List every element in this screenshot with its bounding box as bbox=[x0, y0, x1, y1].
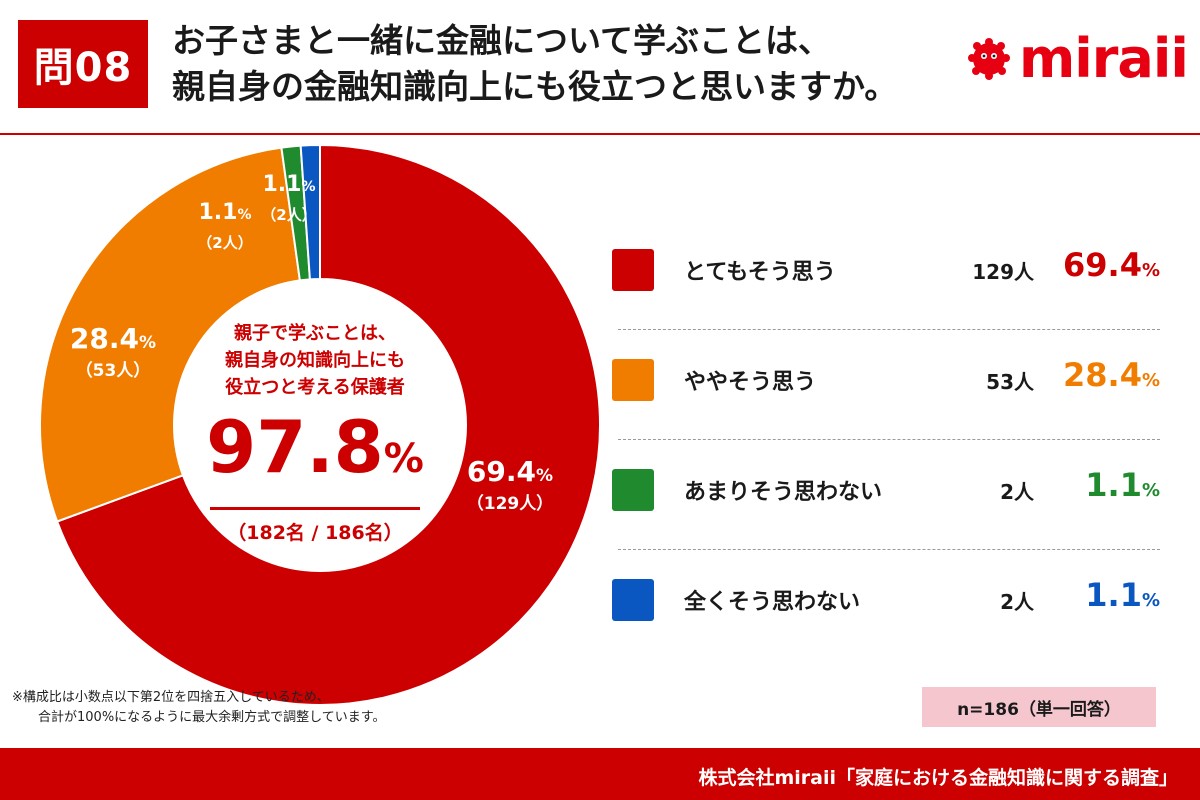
slice-label-3-unit: % bbox=[301, 179, 316, 195]
slice-label-0-count: （129人） bbox=[466, 494, 554, 514]
legend-label-3: 全くそう思わない bbox=[684, 590, 861, 615]
center-count: （182名 / 186名） bbox=[227, 522, 403, 544]
slice-label-3: 1.1% （2人） bbox=[250, 168, 328, 226]
slice-label-3-pct: 1.1 bbox=[262, 172, 302, 197]
slice-label-1-count: （53人） bbox=[75, 361, 151, 381]
footnote: ※構成比は小数点以下第2位を四捨五入しているため、 合計が100%になるように最… bbox=[12, 688, 385, 728]
legend-pct-0: 69.4% bbox=[1063, 246, 1160, 284]
legend-count-0: 129人 bbox=[972, 260, 1034, 284]
legend-item-1: ややそう思う 53人 28.4% bbox=[612, 330, 1160, 440]
legend-swatch-3 bbox=[612, 579, 654, 621]
center-line-2: 親自身の知識向上にも bbox=[225, 350, 405, 371]
legend-swatch-2 bbox=[612, 469, 654, 511]
donut-slice-0 bbox=[55, 143, 600, 706]
donut-slice-1 bbox=[39, 146, 302, 523]
slice-label-0-pct: 69.4 bbox=[466, 455, 537, 488]
legend-pct-0-num: 69.4 bbox=[1063, 246, 1142, 284]
header: 問08 お子さまと一緒に金融について学ぶことは、 親自身の金融知識向上にも役立つ… bbox=[0, 0, 1200, 135]
center-big-value: 97.8% bbox=[180, 407, 450, 507]
donut-chart bbox=[39, 143, 600, 706]
center-underline bbox=[210, 507, 420, 510]
logo-text: miraii bbox=[1019, 26, 1189, 90]
slice-label-0-unit: % bbox=[536, 466, 554, 486]
slice-label-2-count: （2人） bbox=[197, 234, 253, 252]
slice-label-2: 1.1% （2人） bbox=[186, 196, 264, 254]
legend-pct-1-unit: % bbox=[1141, 370, 1160, 391]
mascot-logo-icon bbox=[968, 38, 1010, 80]
legend-pct-2: 1.1% bbox=[1085, 466, 1160, 504]
legend-item-2: あまりそう思わない 2人 1.1% bbox=[612, 440, 1160, 550]
slice-label-3-count: （2人） bbox=[261, 206, 317, 224]
legend-label-2: あまりそう思わない bbox=[684, 480, 883, 505]
footnote-line-1: ※構成比は小数点以下第2位を四捨五入しているため、 bbox=[12, 690, 330, 705]
legend-swatch-0 bbox=[612, 249, 654, 291]
legend-count-2: 2人 bbox=[1000, 480, 1034, 504]
legend-pct-1: 28.4% bbox=[1063, 356, 1160, 394]
miraii-logo: miraii bbox=[965, 26, 1189, 90]
sample-size-badge: n=186（単一回答） bbox=[922, 687, 1156, 727]
slice-label-2-pct: 1.1 bbox=[198, 200, 238, 225]
center-line-1: 親子で学ぶことは、 bbox=[234, 323, 396, 344]
legend-pct-3: 1.1% bbox=[1085, 576, 1160, 614]
footnote-line-2: 合計が100%になるように最大余剰方式で調整しています。 bbox=[38, 710, 386, 725]
legend: とてもそう思う 129人 69.4% ややそう思う 53人 28.4% あまりそ… bbox=[612, 220, 1160, 660]
legend-item-3: 全くそう思わない 2人 1.1% bbox=[612, 550, 1160, 660]
legend-item-0: とてもそう思う 129人 69.4% bbox=[612, 220, 1160, 330]
legend-pct-3-num: 1.1 bbox=[1085, 576, 1142, 614]
slice-label-1-unit: % bbox=[139, 333, 157, 353]
legend-pct-2-num: 1.1 bbox=[1085, 466, 1142, 504]
donut-center: 親子で学ぶことは、 親自身の知識向上にも 役立つと考える保護者 97.8% （1… bbox=[180, 320, 450, 545]
slice-label-1: 28.4% （53人） bbox=[58, 322, 168, 382]
question-badge: 問08 bbox=[18, 20, 148, 108]
legend-pct-3-unit: % bbox=[1141, 590, 1160, 611]
legend-pct-1-num: 28.4 bbox=[1063, 356, 1142, 394]
center-line-3: 役立つと考える保護者 bbox=[225, 377, 405, 398]
center-big-unit: % bbox=[383, 436, 424, 482]
footer-source: 株式会社miraii「家庭における金融知識に関する調査」 bbox=[698, 767, 1178, 789]
slice-label-2-unit: % bbox=[237, 207, 252, 223]
legend-count-1: 53人 bbox=[986, 370, 1034, 394]
legend-pct-2-unit: % bbox=[1141, 480, 1160, 501]
page-title: お子さまと一緒に金融について学ぶことは、 親自身の金融知識向上にも役立つと思いま… bbox=[172, 18, 932, 110]
legend-pct-0-unit: % bbox=[1141, 260, 1160, 281]
legend-swatch-1 bbox=[612, 359, 654, 401]
title-line-2: 親自身の金融知識向上にも役立つと思いますか。 bbox=[172, 67, 898, 106]
header-divider bbox=[0, 133, 1200, 135]
donut-slice-3 bbox=[299, 143, 321, 281]
slice-label-0: 69.4% （129人） bbox=[455, 455, 565, 515]
legend-count-3: 2人 bbox=[1000, 590, 1034, 614]
legend-label-1: ややそう思う bbox=[684, 370, 817, 395]
legend-label-0: とてもそう思う bbox=[684, 260, 836, 285]
center-big-number: 97.8 bbox=[206, 405, 384, 489]
title-line-1: お子さまと一緒に金融について学ぶことは、 bbox=[172, 21, 832, 60]
slice-label-1-pct: 28.4 bbox=[69, 322, 140, 355]
footer-bar: 株式会社miraii「家庭における金融知識に関する調査」 bbox=[0, 748, 1200, 800]
